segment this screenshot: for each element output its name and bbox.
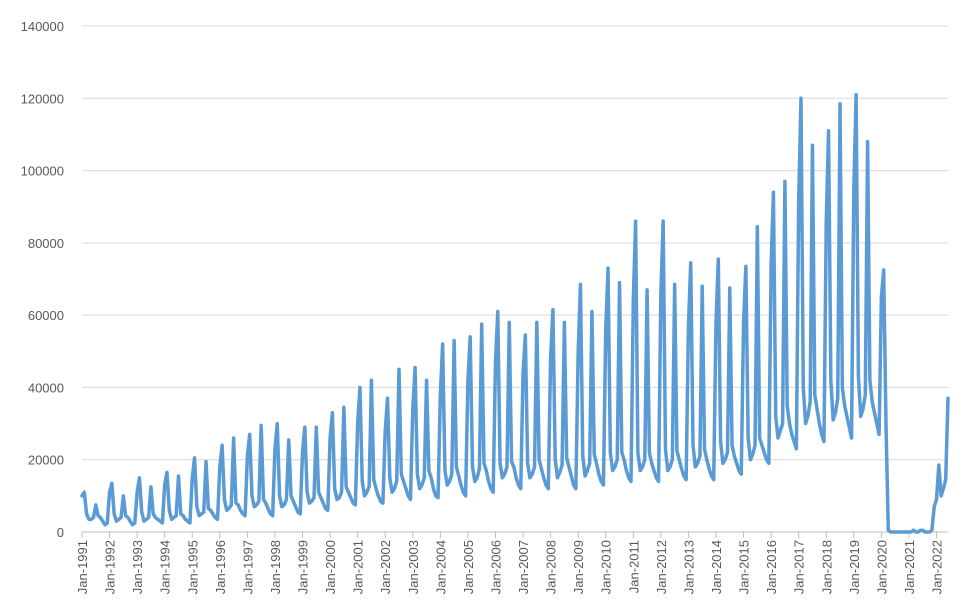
x-tick-label: Jan-2011: [626, 540, 641, 593]
x-tick-label: Jan-2015: [737, 540, 752, 594]
x-tick-label: Jan-1992: [103, 540, 118, 594]
x-tick-label: Jan-1998: [268, 540, 283, 594]
x-axis-ticks: Jan-1991 Jan-1992 Jan-1993 Jan-1994 Jan-1995…: [75, 532, 945, 594]
x-tick-label: Jan-1996: [213, 540, 228, 594]
x-tick-label: Jan-2009: [571, 540, 586, 594]
x-tick-label: Jan-2003: [406, 540, 421, 594]
x-tick-label: Jan-1999: [296, 540, 311, 594]
y-axis-tick-labels: 0 20000 40000 60000 80000 100000 120000 140000: [21, 19, 64, 540]
x-tick-label: Jan-1995: [185, 540, 200, 594]
x-tick-label: Jan-2002: [378, 540, 393, 594]
x-tick-label: Jan-2007: [516, 540, 531, 594]
y-tick-label: 20000: [28, 453, 64, 468]
y-tick-label: 0: [57, 525, 64, 540]
x-tick-label: Jan-2000: [323, 540, 338, 594]
y-tick-label: 80000: [28, 236, 64, 251]
x-tick-label: Jan-2004: [433, 540, 448, 594]
x-tick-label: Jan-2020: [874, 540, 889, 594]
x-tick-label: Jan-2021: [902, 540, 917, 594]
x-tick-label: Jan-1991: [75, 540, 90, 594]
x-tick-label: Jan-2019: [847, 540, 862, 594]
series-line: [80, 92, 950, 534]
x-tick-label: Jan-2016: [764, 540, 779, 594]
x-tick-label: Jan-2001: [351, 540, 366, 594]
x-tick-label: Jan-2018: [819, 540, 834, 594]
x-tick-label: Jan-2022: [930, 540, 945, 594]
y-tick-label: 120000: [21, 91, 64, 106]
x-tick-label: Jan-2012: [654, 540, 669, 594]
y-tick-label: 60000: [28, 308, 64, 323]
x-tick-label: Jan-1997: [240, 540, 255, 594]
x-tick-label: Jan-2010: [599, 540, 614, 594]
x-tick-label: Jan-1993: [130, 540, 145, 594]
gridlines: [82, 25, 948, 461]
x-tick-label: Jan-2005: [461, 540, 476, 594]
y-tick-label: 100000: [21, 164, 64, 179]
y-tick-label: 40000: [28, 380, 64, 395]
x-tick-label: Jan-2013: [681, 540, 696, 594]
x-tick-label: Jan-2014: [709, 540, 724, 594]
x-tick-label: Jan-2017: [792, 540, 807, 594]
x-tick-label: Jan-1994: [158, 540, 173, 594]
x-tick-label: Jan-2006: [488, 540, 503, 594]
y-tick-label: 140000: [21, 19, 64, 34]
x-tick-label: Jan-2008: [544, 540, 559, 594]
